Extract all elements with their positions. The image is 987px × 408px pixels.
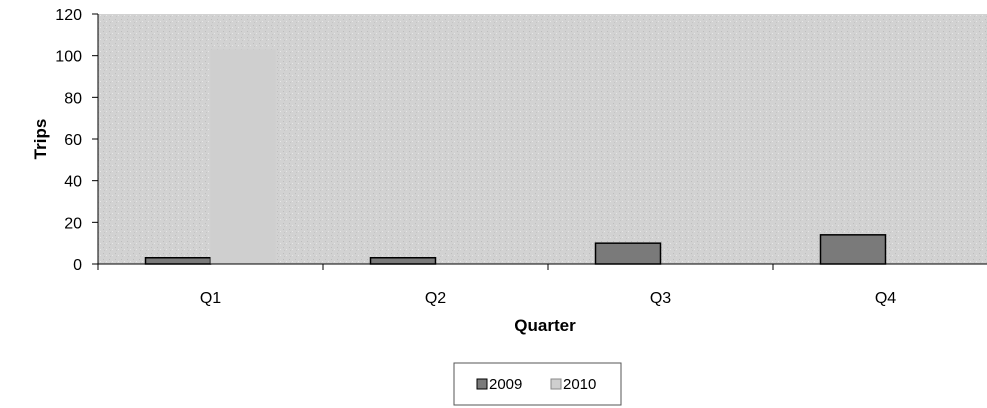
bar-2009-Q2	[371, 258, 436, 264]
y-axis-title: Trips	[31, 119, 50, 160]
y-tick-label: 120	[55, 7, 82, 24]
legend-label-2010: 2010	[563, 376, 596, 393]
legend-swatch-2009	[477, 379, 487, 389]
x-tick-label: Q1	[200, 290, 221, 307]
x-ticks-group: Q1 Q2 Q3 Q4	[98, 264, 896, 307]
y-tick-label: 100	[55, 49, 82, 66]
x-tick-label: Q3	[650, 290, 671, 307]
legend: 2009 2010	[454, 363, 621, 405]
y-ticks-group: 0 20 40 60 80 100 120	[55, 7, 98, 274]
bar-2010-Q1	[211, 49, 276, 264]
legend-swatch-2010	[551, 379, 561, 389]
bar-2009-Q1	[146, 258, 211, 264]
bar-2009-Q3	[596, 243, 661, 264]
y-tick-label: 40	[64, 174, 82, 191]
x-axis-title: Quarter	[514, 316, 576, 335]
y-tick-label: 20	[64, 215, 82, 232]
y-tick-label: 0	[73, 257, 82, 274]
bar-2009-Q4	[821, 235, 886, 264]
x-tick-label: Q4	[875, 290, 896, 307]
legend-label-2009: 2009	[489, 376, 522, 393]
y-tick-label: 60	[64, 132, 82, 149]
y-tick-label: 80	[64, 90, 82, 107]
x-tick-label: Q2	[425, 290, 446, 307]
